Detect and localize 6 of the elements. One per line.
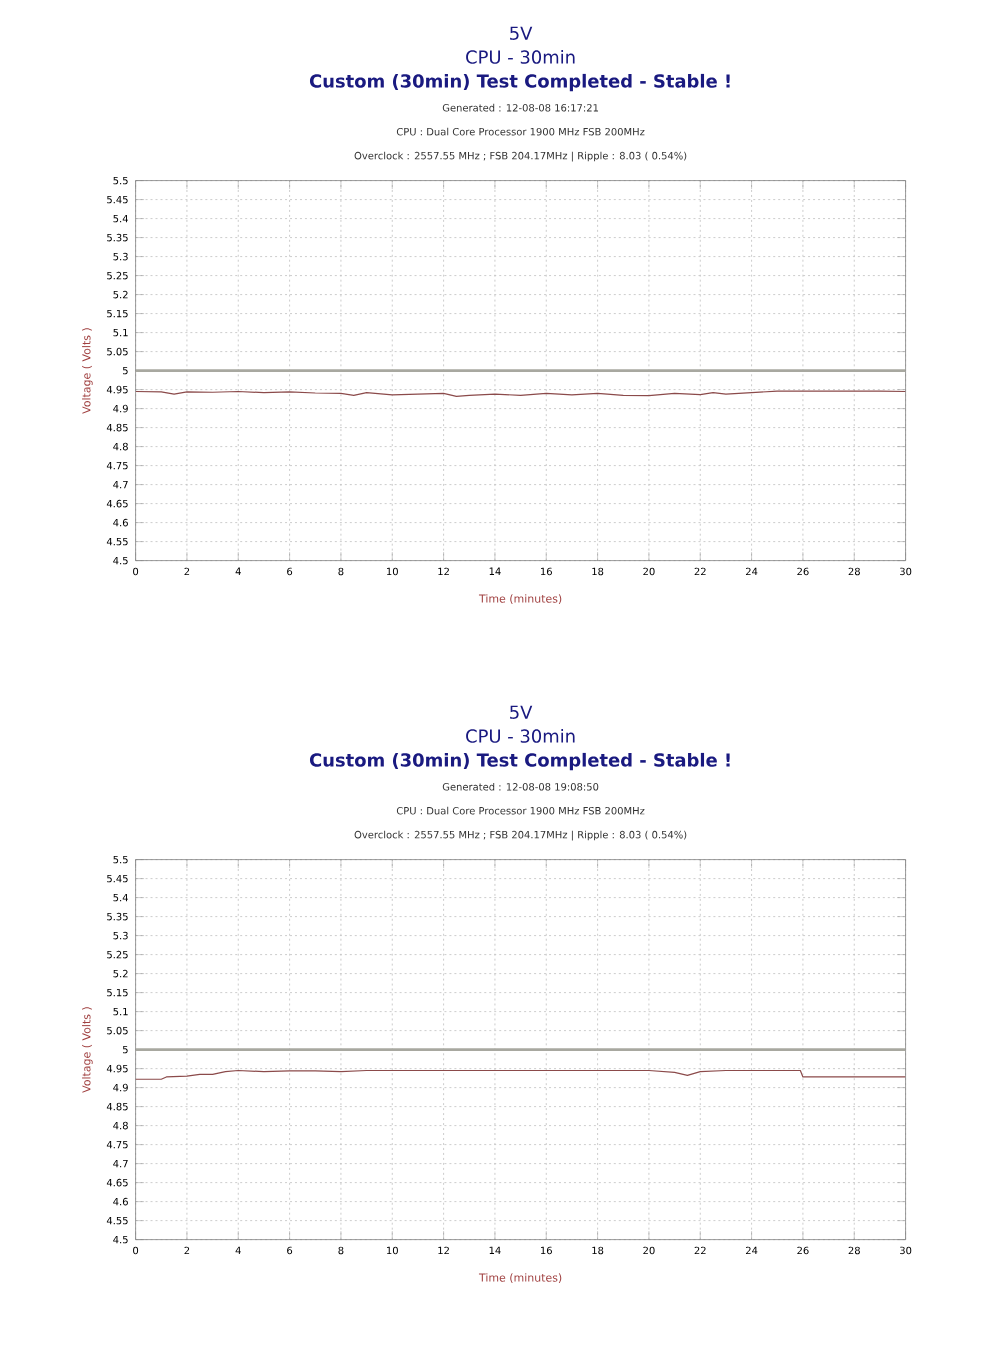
chart-title: 5V xyxy=(510,705,533,719)
chart-subtitle: CPU - 30min xyxy=(466,49,575,64)
chart-subtitle: CPU - 30min xyxy=(466,728,575,743)
text: Custom (30min) Test Completed - Stable ! xyxy=(309,73,730,92)
chart-title: 5V xyxy=(510,26,533,40)
text: Custom (30min) Test Completed - Stable ! xyxy=(309,752,730,771)
